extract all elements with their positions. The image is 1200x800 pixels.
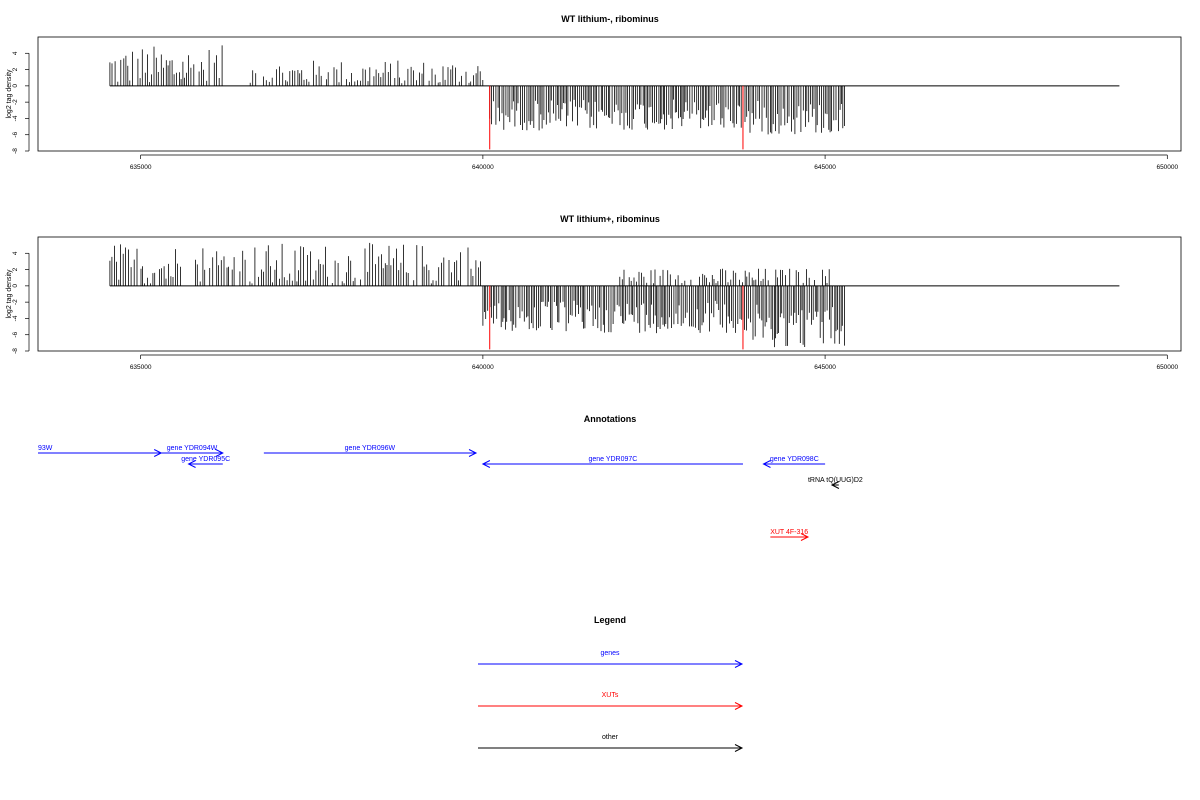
annotation-arrow [770,533,810,541]
legend-title: Legend [594,615,626,625]
annotation-arrow [38,449,163,457]
bar-series [109,242,1120,350]
annotation-label: XUT 4F-316 [770,529,808,536]
annotation-label: 93W [38,445,53,452]
annotation-label: tRNA tQ(UUG)D2 [808,477,863,484]
y-tick-label: 2 [12,267,19,271]
annotation-label: gene YDR096W [345,445,396,452]
legend-section: Legend genes XUTs other [478,615,744,752]
y-tick-label: -8 [12,148,19,154]
annotation-arrow [187,460,223,468]
legend-label: other [602,734,619,741]
y-axis: 4 2 0 -2 -4 -6 -8 [12,251,30,354]
y-tick-label: -2 [12,299,19,305]
y-axis-label: log2 tag density [6,269,13,319]
plot-frame [37,36,1182,152]
annotation-arrow [762,460,826,468]
x-axis: 635000 640000 645000 650000 [130,154,1179,171]
annotations-title: Annotations [584,414,637,424]
y-tick-label: 4 [12,251,19,255]
y-tick-label: -4 [12,315,19,321]
x-axis: 635000 640000 645000 650000 [130,354,1179,371]
annotation-arrow [481,460,743,468]
y-tick-label: -4 [12,115,19,121]
legend-items: genes XUTs other [478,650,744,752]
annotation-arrow [830,481,840,489]
legend-arrow-other [478,744,744,752]
y-tick-label: -6 [12,331,19,337]
track-panel-lithium-plus: WT lithium+, ribominus log2 tag density … [6,214,1182,371]
x-tick-label: 650000 [1156,164,1178,171]
legend-arrow-xut [478,702,744,710]
x-tick-label: 645000 [814,364,836,371]
x-tick-label: 650000 [1156,364,1178,371]
annotation-items: 93W gene YDR094W gene YDR095C gene YDR096W g… [38,445,863,541]
plot-frame [37,236,1182,352]
y-axis: 4 2 0 -2 -4 -6 -8 [12,51,30,154]
annotation-label: gene YDR095C [181,456,230,463]
annotations-section: Annotations 93W gene YDR094W gene YDR095C g… [38,414,863,541]
y-tick-label: 0 [12,284,19,288]
y-tick-label: 4 [12,51,19,55]
annotation-label: gene YDR094W [167,445,218,452]
annotation-arrow [263,449,478,457]
panel-title: WT lithium+, ribominus [560,214,660,224]
annotation-label: gene YDR098C [770,456,819,463]
legend-label: genes [600,650,620,657]
y-tick-label: 0 [12,84,19,88]
y-tick-label: -8 [12,348,19,354]
x-tick-label: 635000 [130,164,152,171]
x-tick-label: 640000 [472,364,494,371]
y-tick-label: -2 [12,99,19,105]
y-tick-label: -6 [12,131,19,137]
annotation-arrow [161,449,224,457]
annotation-label: gene YDR097C [588,456,637,463]
panel-title: WT lithium-, ribominus [561,14,659,24]
y-axis-label: log2 tag density [6,69,13,119]
legend-label: XUTs [602,692,619,699]
x-tick-label: 640000 [472,164,494,171]
legend-arrow-gene [478,660,744,668]
x-tick-label: 645000 [814,164,836,171]
bar-series [109,45,1120,150]
track-panel-lithium-minus: WT lithium-, ribominus log2 tag density … [6,14,1182,171]
x-tick-label: 635000 [130,364,152,371]
y-tick-label: 2 [12,67,19,71]
